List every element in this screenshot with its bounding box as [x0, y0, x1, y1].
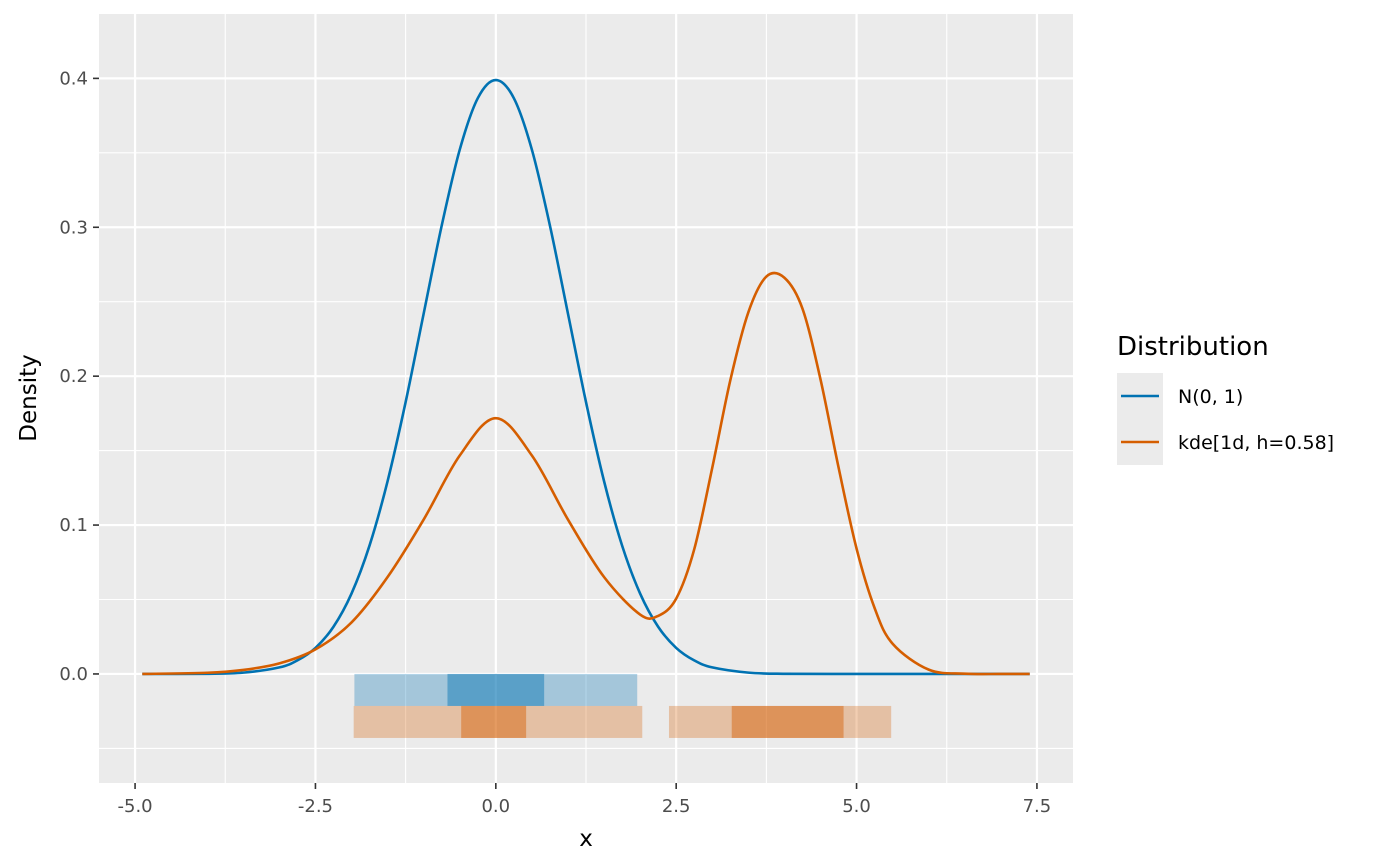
- x-tick-label: 2.5: [662, 796, 691, 817]
- interval-band-inner: [447, 673, 545, 706]
- x-tick-label: -5.0: [118, 796, 153, 817]
- y-tick-label: 0.2: [59, 366, 88, 387]
- interval-bands: [353, 673, 892, 738]
- x-tick-label: 5.0: [842, 796, 871, 817]
- x-tick-label: -2.5: [298, 796, 333, 817]
- legend-label-kde: kde[1d, h=0.58]: [1178, 432, 1334, 454]
- x-axis: -5.0 -2.5 0.0 2.5 5.0 7.5: [118, 783, 1052, 817]
- interval-band-outer: [353, 705, 643, 738]
- y-tick-label: 0.1: [59, 515, 88, 536]
- grid-major: [99, 14, 1073, 783]
- x-tick-label: 7.5: [1023, 796, 1052, 817]
- y-tick-label: 0.0: [59, 664, 88, 685]
- y-tick-label: 0.4: [59, 68, 88, 89]
- interval-band-inner: [731, 705, 844, 738]
- y-axis-title: Density: [16, 354, 42, 441]
- interval-band-outer: [354, 673, 638, 706]
- legend: Distribution N(0, 1) kde[1d, h=0.58]: [1117, 332, 1334, 465]
- interval-band-outer: [668, 705, 892, 738]
- normal-density-line: [142, 78, 1030, 676]
- y-axis: 0.0 0.1 0.2 0.3 0.4: [59, 68, 99, 685]
- legend-label-normal: N(0, 1): [1178, 386, 1243, 408]
- interval-band-inner: [461, 705, 527, 738]
- legend-title: Distribution: [1117, 332, 1269, 362]
- x-axis-title: x: [579, 826, 593, 852]
- density-lines: [142, 78, 1030, 676]
- kde-density-line: [142, 271, 1030, 676]
- y-tick-label: 0.3: [59, 217, 88, 238]
- x-tick-label: 0.0: [481, 796, 510, 817]
